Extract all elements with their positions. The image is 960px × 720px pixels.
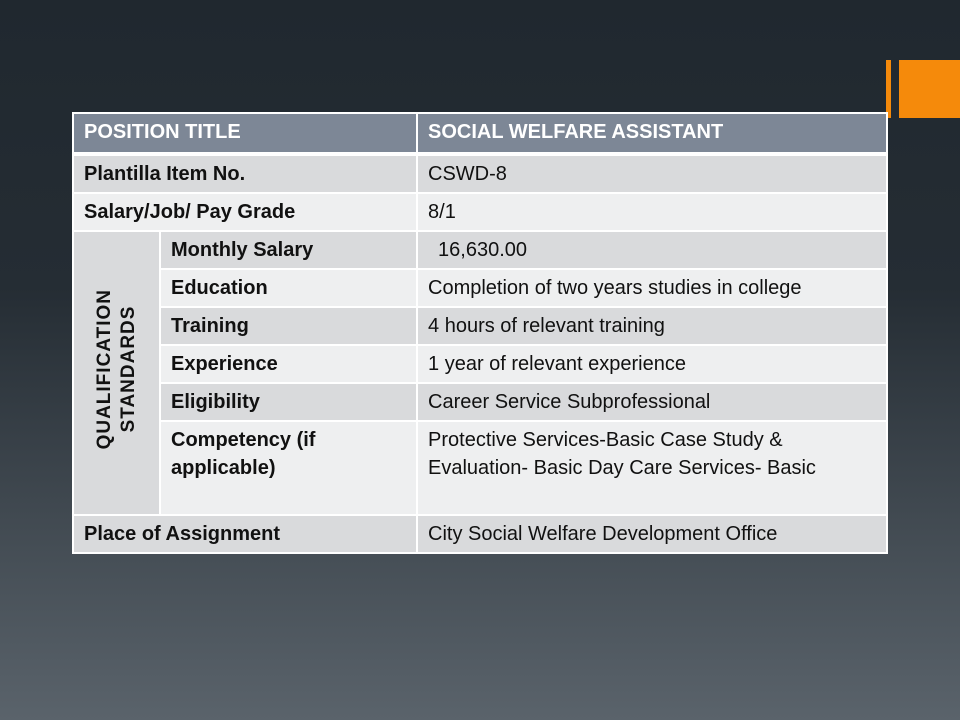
table-header-row: POSITION TITLE SOCIAL WELFARE ASSISTANT: [71, 112, 888, 156]
table-row: Place of Assignment City Social Welfare D…: [71, 514, 888, 554]
row-value: 8/1: [416, 192, 888, 232]
row-label: Competency (if applicable): [158, 420, 419, 516]
row-label: Eligibility: [158, 382, 419, 422]
row-value: Protective Services-Basic Case Study & E…: [416, 420, 888, 516]
table-row: Education Completion of two years studies…: [73, 268, 888, 308]
table-row: QUALIFICATION STANDARDS Monthly Salary 16,…: [72, 230, 888, 516]
row-value: CSWD-8: [416, 153, 888, 194]
row-label: Plantilla Item No.: [71, 153, 419, 194]
group-label-line: QUALIFICATION: [93, 288, 115, 450]
table-row: Salary/Job/ Pay Grade 8/1: [71, 192, 888, 232]
row-value: 16,630.00: [416, 230, 888, 270]
qualification-group-label: QUALIFICATION STANDARDS: [72, 230, 161, 516]
row-value: 4 hours of relevant training: [416, 306, 888, 346]
table-row: Eligibility Career Service Subprofessiona…: [73, 382, 888, 422]
group-label-line: STANDARDS: [117, 305, 139, 433]
row-label: Monthly Salary: [158, 230, 419, 270]
row-label: Experience: [158, 344, 419, 384]
row-label: Salary/Job/ Pay Grade: [71, 192, 419, 232]
header-label: POSITION TITLE: [71, 112, 419, 156]
header-value: SOCIAL WELFARE ASSISTANT: [416, 112, 888, 156]
position-table: POSITION TITLE SOCIAL WELFARE ASSISTANT …: [71, 112, 888, 554]
row-label: Education: [158, 268, 419, 308]
table-row: Experience 1 year of relevant experience: [73, 344, 888, 384]
accent-bar: [886, 60, 891, 118]
row-value: City Social Welfare Development Office: [416, 514, 888, 554]
row-value: Completion of two years studies in colle…: [416, 268, 888, 308]
row-value: Career Service Subprofessional: [416, 382, 888, 422]
row-label: Place of Assignment: [71, 514, 419, 554]
table-row: Competency (if applicable) Protective Ser…: [73, 420, 888, 516]
table-row: Plantilla Item No. CSWD-8: [71, 153, 888, 194]
table-row: Training 4 hours of relevant training: [73, 306, 888, 346]
accent-block: [899, 60, 960, 118]
row-label: Training: [158, 306, 419, 346]
row-value: 1 year of relevant experience: [416, 344, 888, 384]
